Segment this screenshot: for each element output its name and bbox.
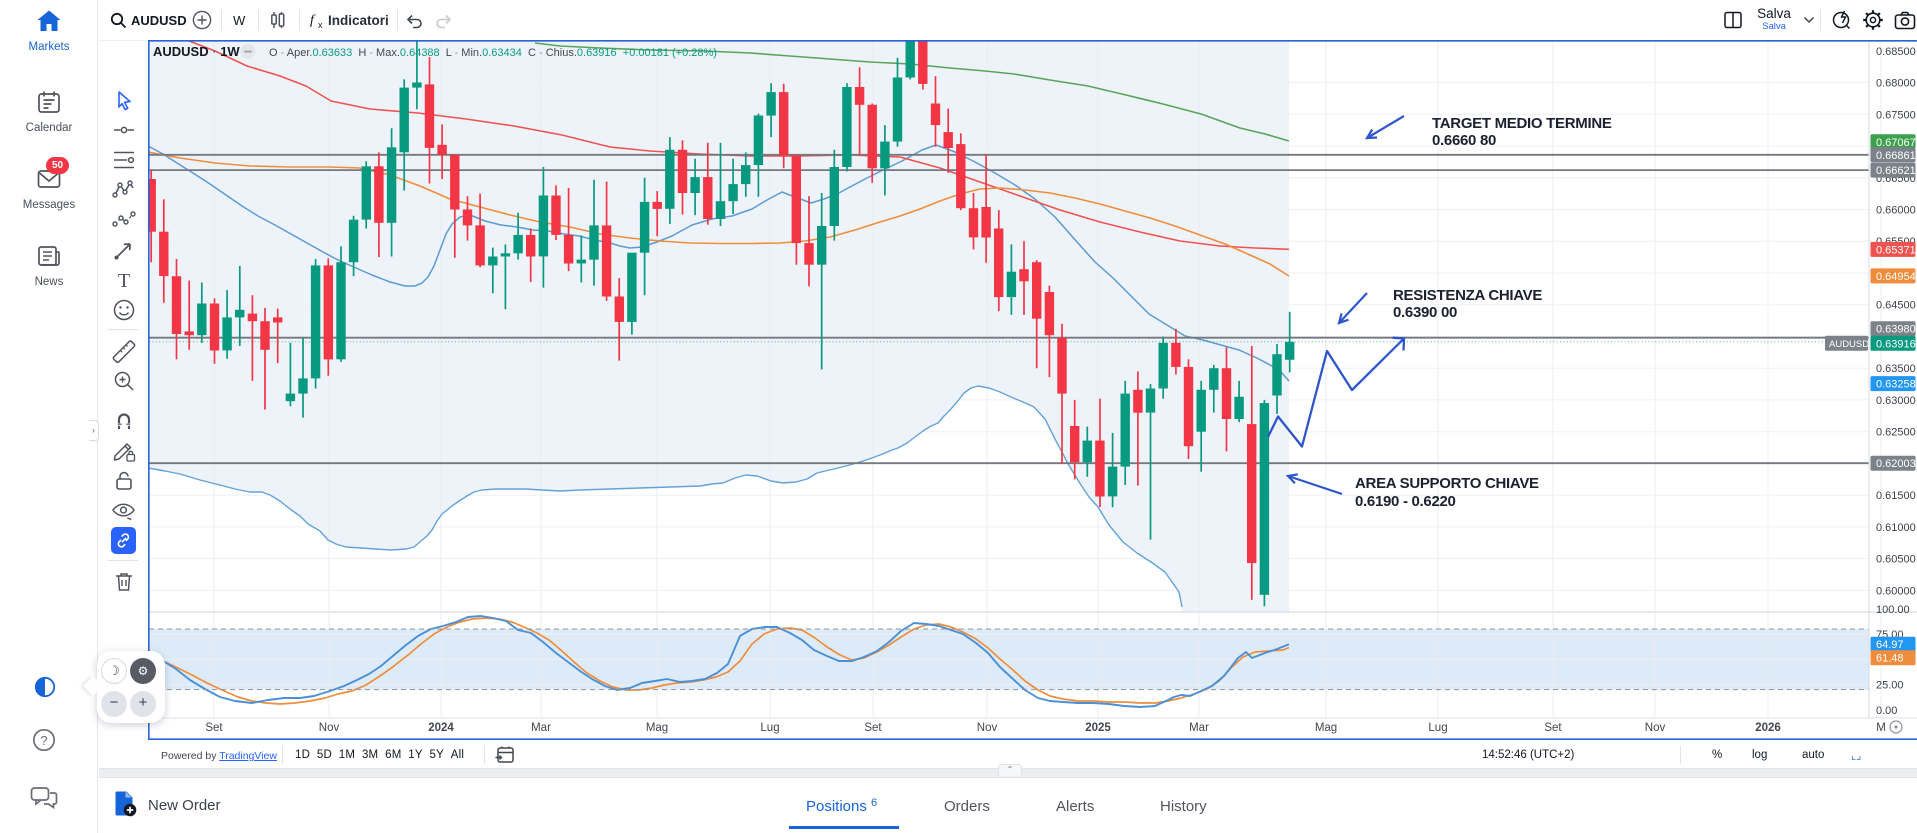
svg-text:RESISTENZA CHIAVE: RESISTENZA CHIAVE: [1393, 287, 1542, 304]
svg-text:0.66000: 0.66000: [1876, 205, 1916, 217]
svg-text:0.67067: 0.67067: [1876, 137, 1916, 149]
svg-text:TARGET MEDIO TERMINE: TARGET MEDIO TERMINE: [1432, 115, 1612, 132]
svg-text:Set: Set: [864, 722, 882, 734]
svg-text:Lug: Lug: [760, 722, 779, 734]
svg-text:Nov: Nov: [977, 722, 998, 734]
svg-text:0.62500: 0.62500: [1876, 427, 1916, 439]
svg-text:2026: 2026: [1755, 722, 1781, 734]
svg-text:Mar: Mar: [531, 722, 551, 734]
svg-text:25.00: 25.00: [1876, 680, 1904, 692]
svg-text:AREA SUPPORTO CHIAVE: AREA SUPPORTO CHIAVE: [1355, 475, 1539, 492]
svg-text:0.68500: 0.68500: [1876, 46, 1916, 58]
svg-text:0.61500: 0.61500: [1876, 490, 1916, 502]
svg-text:0.64954: 0.64954: [1876, 271, 1916, 283]
svg-text:0.63916: 0.63916: [1876, 338, 1916, 350]
svg-text:Mar: Mar: [1189, 722, 1209, 734]
svg-text:64.97: 64.97: [1876, 639, 1904, 651]
svg-text:x: x: [318, 20, 323, 30]
svg-text:AUDUSD · 1W: AUDUSD · 1W: [153, 44, 240, 59]
svg-text:AUDUSD: AUDUSD: [1829, 339, 1869, 350]
svg-text:0.66861: 0.66861: [1876, 150, 1916, 162]
svg-text:0.65371: 0.65371: [1876, 244, 1916, 256]
svg-text:0.66621: 0.66621: [1876, 165, 1916, 177]
svg-text:0.6190 - 0.6220: 0.6190 - 0.6220: [1355, 493, 1456, 510]
svg-text:0.68000: 0.68000: [1876, 78, 1916, 90]
svg-text:Nov: Nov: [1645, 722, 1666, 734]
svg-text:0.00: 0.00: [1876, 705, 1897, 717]
svg-text:Lug: Lug: [1428, 722, 1447, 734]
svg-text:2024: 2024: [428, 722, 454, 734]
svg-text:Set: Set: [205, 722, 223, 734]
svg-text:Mag: Mag: [646, 722, 668, 734]
svg-text:T: T: [117, 270, 129, 292]
svg-text:0.60000: 0.60000: [1876, 585, 1916, 597]
svg-text:0.62003: 0.62003: [1876, 458, 1916, 470]
svg-text:0.64500: 0.64500: [1876, 300, 1916, 312]
svg-text:100.00: 100.00: [1876, 604, 1910, 616]
svg-text:Nov: Nov: [319, 722, 340, 734]
svg-text:0.67500: 0.67500: [1876, 109, 1916, 121]
svg-text:0.60500: 0.60500: [1876, 554, 1916, 566]
svg-text:0.6660 80: 0.6660 80: [1432, 132, 1496, 149]
svg-text:0.6390 00: 0.6390 00: [1393, 304, 1457, 321]
svg-text:61.48: 61.48: [1876, 653, 1904, 665]
svg-text:2025: 2025: [1085, 722, 1111, 734]
svg-text:O - Aper.0.63633 H - Max.0.64: O - Aper.0.63633 H - Max.0.64388 L - Min…: [269, 47, 717, 59]
svg-text:0.63258: 0.63258: [1876, 379, 1916, 391]
svg-text:Set: Set: [1544, 722, 1562, 734]
svg-text:M: M: [1876, 722, 1886, 734]
svg-text:0.63980: 0.63980: [1876, 324, 1916, 336]
svg-text:0.61000: 0.61000: [1876, 522, 1916, 534]
svg-text:Mag: Mag: [1315, 722, 1337, 734]
svg-text:0.63000: 0.63000: [1876, 395, 1916, 407]
svg-text:f: f: [310, 13, 316, 28]
svg-text:?: ?: [40, 733, 47, 748]
svg-text:0.63500: 0.63500: [1876, 363, 1916, 375]
